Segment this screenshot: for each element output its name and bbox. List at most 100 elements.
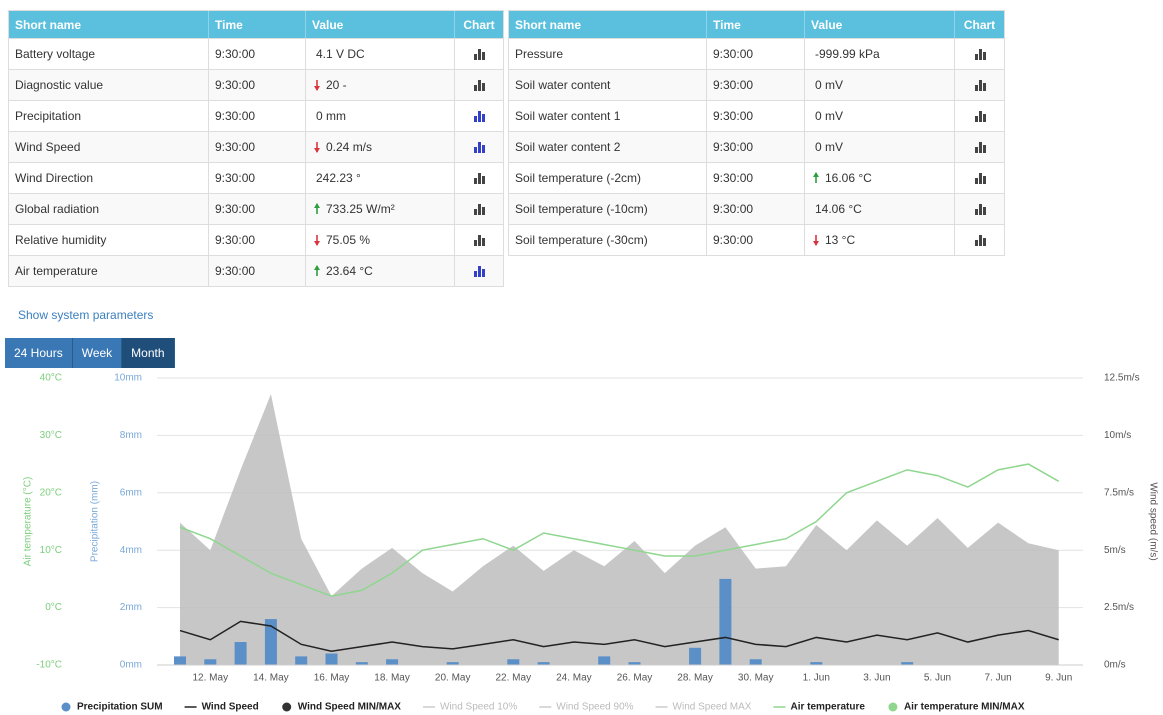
- value-text: 75.05 %: [326, 233, 371, 247]
- column: [204, 659, 217, 665]
- column: [325, 653, 338, 665]
- time-cell: 9:30:00: [706, 101, 804, 131]
- chart-icon[interactable]: [974, 141, 986, 153]
- y-tick-label: 4mm: [120, 545, 142, 556]
- time-cell: 9:30:00: [208, 70, 305, 100]
- chart-cell: [954, 39, 1004, 69]
- y-tick-label: 10°C: [40, 545, 62, 556]
- x-tick-label: 22. May: [496, 673, 532, 684]
- name-cell: Soil water content 2: [515, 140, 621, 154]
- line: [179, 463, 1060, 597]
- chart-icon[interactable]: [974, 234, 986, 246]
- chart-icon[interactable]: [974, 79, 986, 91]
- value-text: 13 °C: [825, 233, 856, 247]
- chart-icon[interactable]: [974, 172, 986, 184]
- legend-label[interactable]: Wind Speed MAX: [673, 702, 752, 713]
- y-tick-label: 0°C: [45, 602, 62, 613]
- time-cell: 9:30:00: [208, 163, 305, 193]
- chart-icon[interactable]: [974, 110, 986, 122]
- chart-icon[interactable]: [473, 265, 485, 277]
- name-cell: Global radiation: [15, 202, 100, 216]
- system-parameters-link[interactable]: Show system parameters: [18, 308, 154, 322]
- legend-label[interactable]: Precipitation SUM: [77, 702, 163, 713]
- header-cell: Short name: [15, 17, 82, 32]
- chart-icon[interactable]: [473, 79, 485, 91]
- value-cell: 0 mV: [804, 132, 954, 162]
- time-cell: 9:30:00: [706, 132, 804, 162]
- chart-cell: [454, 39, 503, 69]
- table-row: Soil water content 2 9:30:00 0 mV: [509, 131, 1004, 162]
- chart-icon[interactable]: [974, 203, 986, 215]
- trend-up: [314, 265, 320, 276]
- value-cell: 23.64 °C: [305, 256, 454, 286]
- chart-icon[interactable]: [473, 234, 485, 246]
- name-cell: Diagnostic value: [15, 78, 104, 92]
- legend-label[interactable]: Wind Speed MIN/MAX: [298, 702, 402, 713]
- header-cell: Chart: [954, 11, 1004, 38]
- chart-icon[interactable]: [473, 48, 485, 60]
- y-tick-label: -10°C: [36, 660, 62, 671]
- x-tick-label: 1. Jun: [803, 673, 830, 684]
- chart-icon[interactable]: [473, 203, 485, 215]
- chart-cell: [454, 256, 503, 286]
- y-tick-label: 0m/s: [1104, 660, 1126, 671]
- column: [264, 619, 277, 665]
- y-tick-label: 20°C: [40, 487, 62, 498]
- value-cell: 733.25 W/m²: [305, 194, 454, 224]
- time-cell: 9:30:00: [706, 163, 804, 193]
- y-tick-label: 2mm: [120, 602, 142, 613]
- legend-label[interactable]: Air temperature: [790, 702, 865, 713]
- chart-icon[interactable]: [473, 172, 485, 184]
- y-tick-label: 30°C: [40, 430, 62, 441]
- name-cell: Soil water content: [515, 78, 611, 92]
- column: [598, 656, 611, 665]
- legend-label[interactable]: Air temperature MIN/MAX: [904, 702, 1025, 713]
- table-row: Soil water content 9:30:00 0 mV: [509, 69, 1004, 100]
- time-cell: 9:30:00: [706, 194, 804, 224]
- chart-icon[interactable]: [473, 110, 485, 122]
- y-tick-label: 12.5m/s: [1104, 373, 1140, 384]
- x-tick-label: 24. May: [556, 673, 592, 684]
- header-cell: Short name: [515, 17, 582, 32]
- chart-cell: [954, 194, 1004, 224]
- area: [180, 394, 1059, 665]
- column: [810, 662, 823, 665]
- header-cell: Time: [208, 11, 305, 38]
- y-tick-label: 5m/s: [1104, 545, 1126, 556]
- value-cell: 16.06 °C: [804, 163, 954, 193]
- value-text: 733.25 W/m²: [326, 202, 395, 216]
- table-row: Soil temperature (-30cm) 9:30:00 13 °C: [509, 224, 1004, 255]
- chart-icon[interactable]: [974, 48, 986, 60]
- header-cell: Chart: [454, 11, 503, 38]
- y-tick-label: 7.5m/s: [1104, 487, 1134, 498]
- trend-down: [813, 235, 819, 246]
- chart-icon[interactable]: [473, 141, 485, 153]
- name-cell: Pressure: [515, 47, 564, 61]
- legend-symbol: [888, 702, 898, 712]
- chart-cell: [454, 70, 503, 100]
- name-cell: Air temperature: [15, 264, 98, 278]
- legend-label[interactable]: Wind Speed 90%: [556, 702, 633, 713]
- value-cell: 14.06 °C: [804, 194, 954, 224]
- range-button[interactable]: Week: [72, 338, 123, 368]
- x-tick-label: 20. May: [435, 673, 471, 684]
- chart-cell: [954, 132, 1004, 162]
- chart-cell: [454, 132, 503, 162]
- time-cell: 9:30:00: [706, 70, 804, 100]
- range-button[interactable]: 24 Hours: [5, 338, 73, 368]
- range-button[interactable]: Month: [122, 338, 175, 368]
- axis-title: Precipitation (mm): [90, 481, 101, 562]
- table-header: Short name Time Value Chart: [9, 11, 503, 38]
- x-tick-label: 26. May: [617, 673, 653, 684]
- legend-label[interactable]: Wind Speed: [202, 702, 259, 713]
- name-cell: Precipitation: [15, 109, 82, 123]
- legend-label[interactable]: Wind Speed 10%: [440, 702, 517, 713]
- value-cell: 75.05 %: [305, 225, 454, 255]
- value-cell: 0 mm: [305, 101, 454, 131]
- table-row: Wind Direction 9:30:00 242.23 °: [9, 162, 503, 193]
- table-row: Global radiation 9:30:00 733.25 W/m²: [9, 193, 503, 224]
- x-tick-label: 18. May: [374, 673, 410, 684]
- name-cell: Soil water content 1: [515, 109, 621, 123]
- chart-cell: [454, 194, 503, 224]
